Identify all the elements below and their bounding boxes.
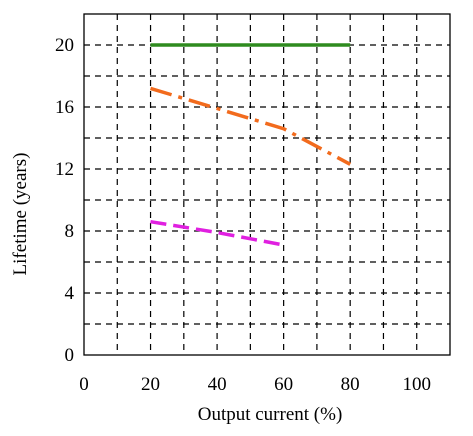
grid <box>84 14 450 355</box>
series-line-2 <box>149 86 352 166</box>
y-tick-label: 8 <box>65 221 75 242</box>
y-tick-label: 20 <box>55 35 74 56</box>
y-axis-title: Lifetime (years) <box>10 153 31 276</box>
y-tick-label: 4 <box>65 283 75 304</box>
x-tick-label: 80 <box>341 374 360 395</box>
series-layer <box>149 43 352 247</box>
y-tick-label: 0 <box>65 345 75 366</box>
y-tick-labels: 0 4 8 12 16 20 <box>55 35 75 366</box>
x-tick-label: 0 <box>79 374 89 395</box>
x-tick-labels: 0 20 40 60 80 100 <box>79 374 431 395</box>
y-tick-label: 12 <box>55 159 74 180</box>
x-tick-label: 60 <box>274 374 293 395</box>
plot-frame <box>83 13 451 356</box>
y-tick-label: 16 <box>55 97 74 118</box>
x-axis-title: Output current (%) <box>198 404 343 425</box>
x-tick-label: 40 <box>208 374 227 395</box>
x-tick-label: 100 <box>402 374 431 395</box>
x-tick-label: 20 <box>141 374 160 395</box>
